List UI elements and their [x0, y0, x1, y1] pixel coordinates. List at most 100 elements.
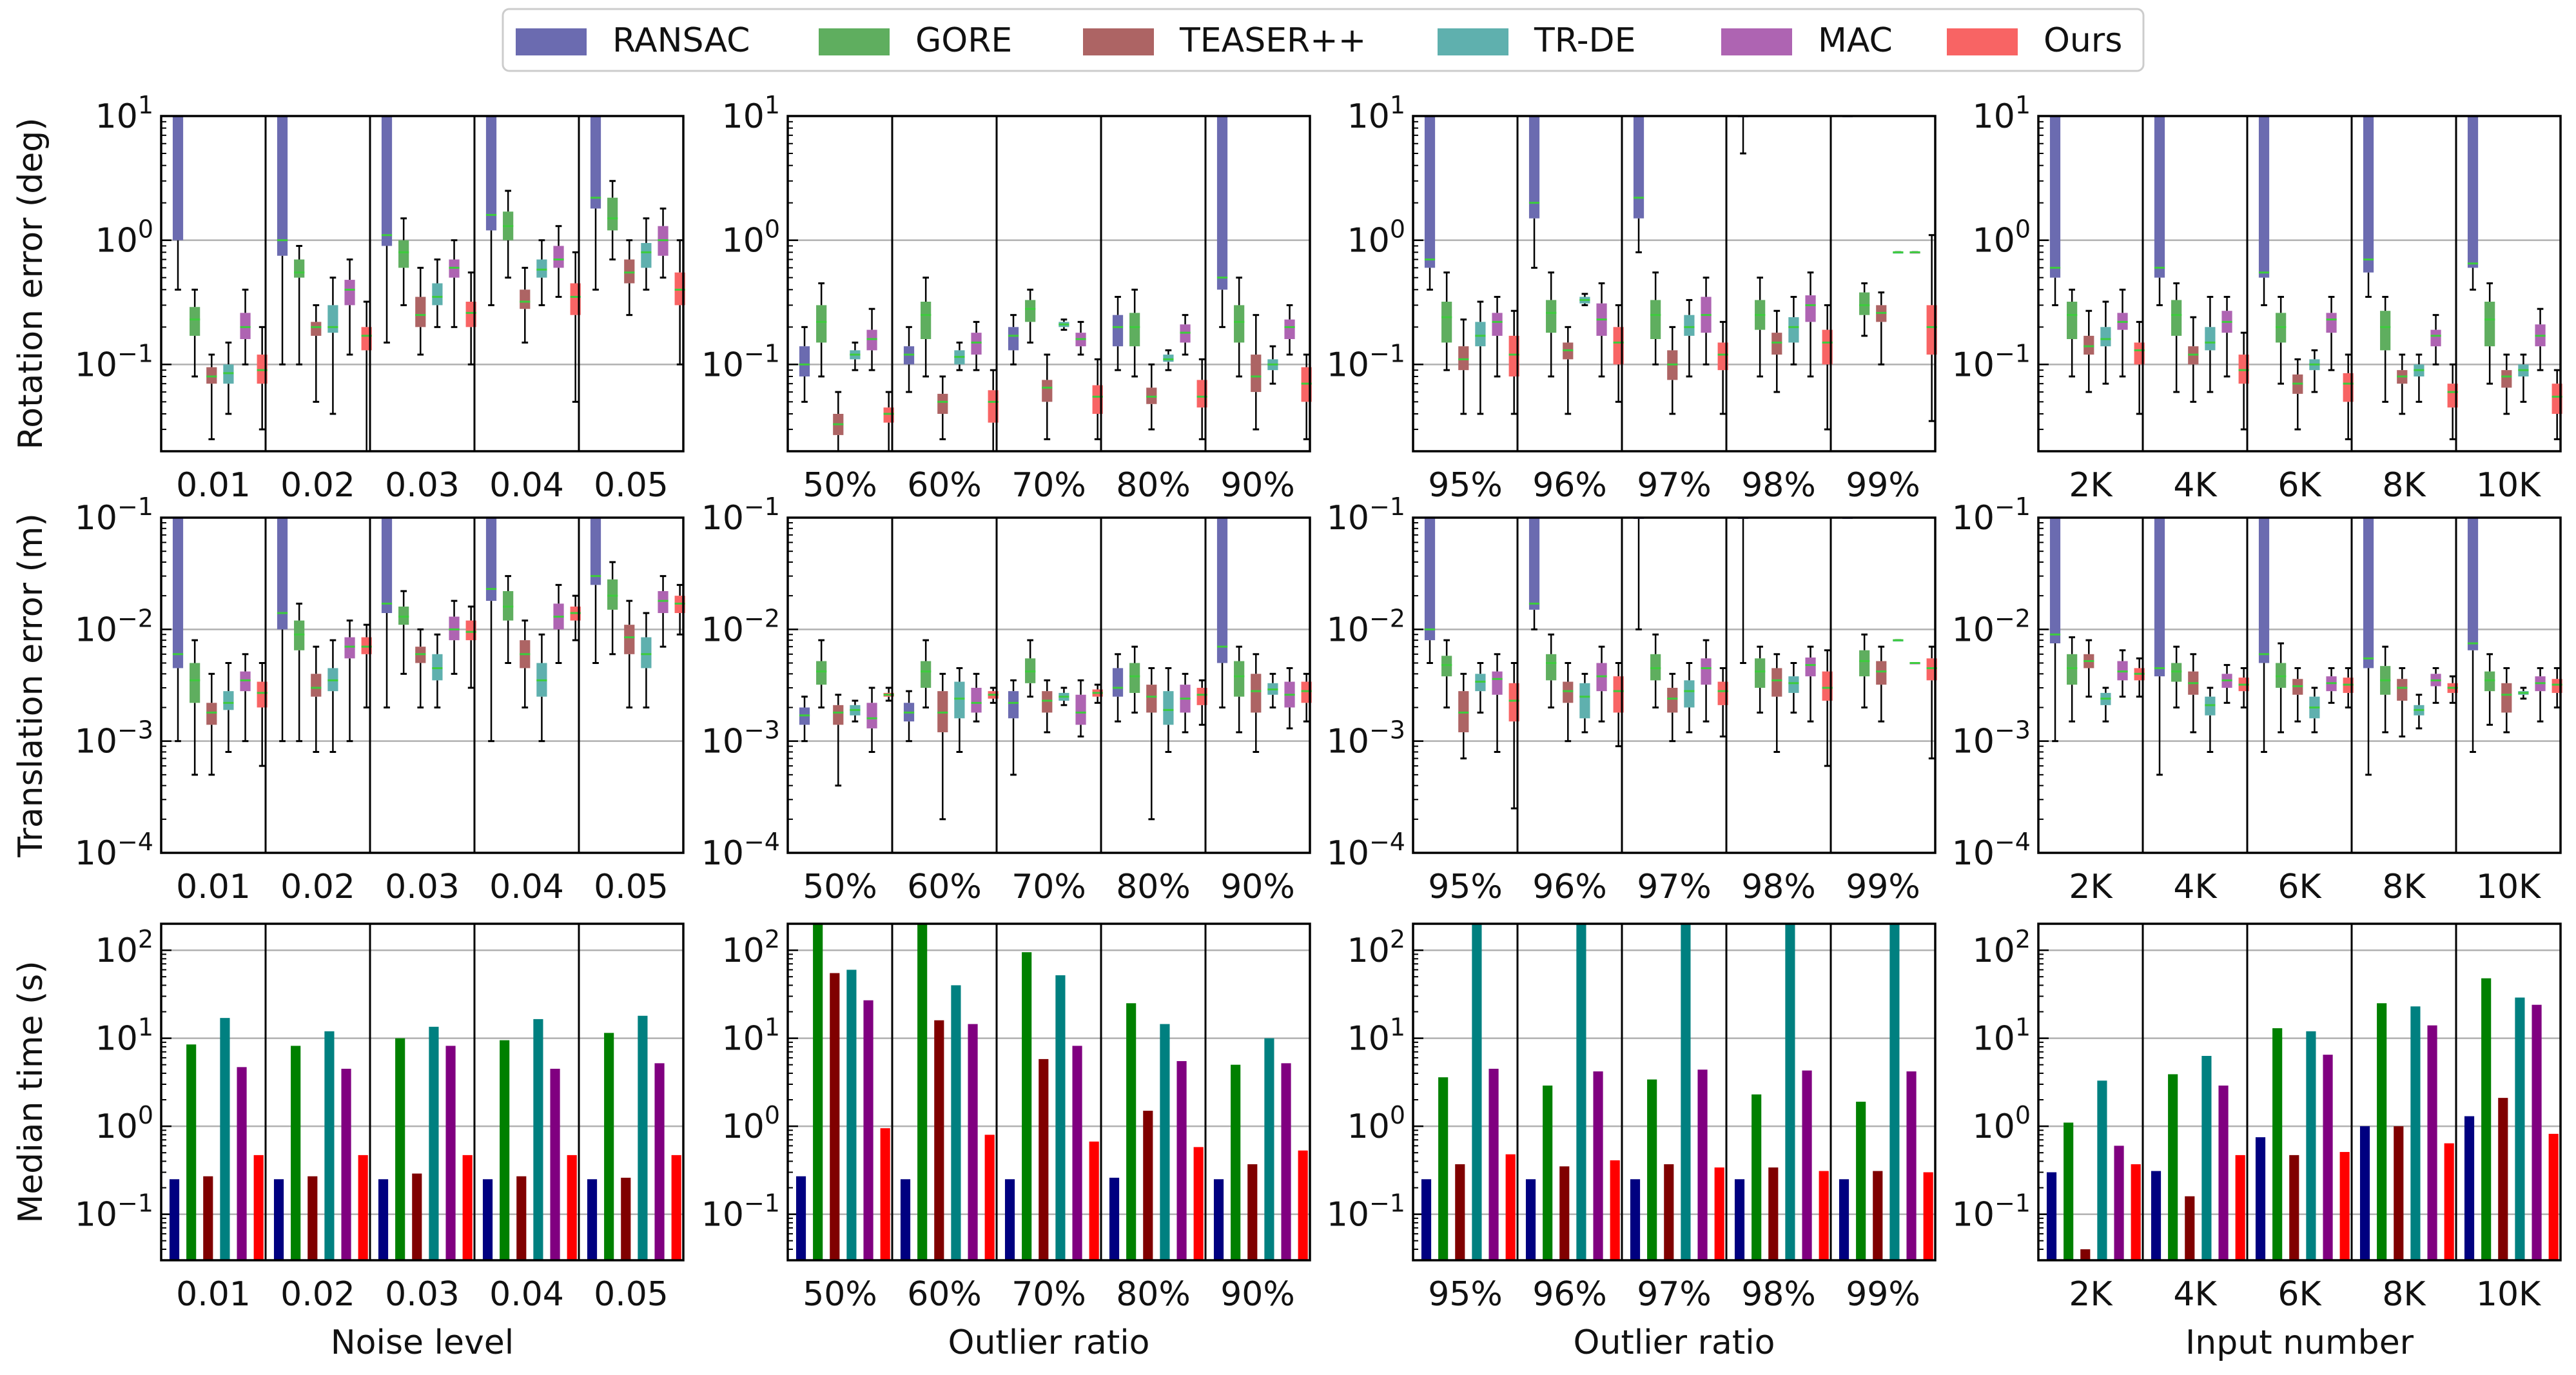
x-tick-label: 99% [1846, 1275, 1920, 1314]
bar-MAC [2114, 1146, 2124, 1260]
y-tick-label: 102 [1973, 925, 2031, 970]
box-TEASER++ [2397, 679, 2408, 701]
x-tick-label: 8K [2382, 466, 2426, 505]
x-tick-label: 98% [1741, 466, 1816, 505]
y-tick-label: 10−1 [1327, 339, 1405, 384]
box-GORE [1025, 300, 1036, 322]
bar-TEASER++ [307, 1176, 318, 1260]
box-GORE [2171, 300, 2182, 336]
x-tick-label: 60% [907, 466, 982, 505]
bar-GORE [2377, 1003, 2387, 1260]
box-TEASER++ [1251, 355, 1262, 393]
x-tick-label: 60% [907, 868, 982, 906]
bar-Ours [358, 1155, 368, 1260]
bar-TEASER++ [1247, 1164, 1258, 1260]
bar-RANSAC [169, 1179, 180, 1260]
bar-Ours [2548, 1133, 2559, 1260]
x-tick-label: 97% [1637, 466, 1712, 505]
box-GORE [1441, 302, 1452, 343]
bar-RANSAC [2255, 1137, 2266, 1260]
x-tick-label: 80% [1116, 868, 1191, 906]
box-GORE [294, 259, 305, 278]
box-TR-DE [1475, 322, 1486, 347]
x-tick-label: 95% [1428, 466, 1503, 505]
y-tick-label: 10−1 [75, 492, 153, 538]
bar-TEASER++ [2498, 1098, 2508, 1260]
box-RANSAC [2258, 116, 2270, 278]
bar-RANSAC [2464, 1116, 2475, 1260]
box-RANSAC [381, 116, 393, 246]
bar-GORE [291, 1046, 301, 1260]
y-tick-label: 10−1 [1952, 492, 2031, 538]
box-TEASER++ [624, 625, 635, 654]
bar-Ours [671, 1155, 681, 1260]
box-MAC [2326, 313, 2337, 333]
bar-TR-DE [1472, 924, 1482, 1260]
box-TEASER++ [1458, 346, 1469, 371]
bar-TR-DE [951, 985, 961, 1260]
axes-frame [786, 922, 1311, 1262]
bar-TEASER++ [1143, 1111, 1153, 1260]
x-tick-label: 95% [1428, 1275, 1503, 1314]
bar-GORE [1022, 952, 1032, 1260]
legend-label-5: Ours [2044, 21, 2122, 60]
y-tick-label: 101 [1973, 91, 2031, 136]
panel-translation-2: 10−4 10−3 10−2 10−1 95% 96% 97% 98% 99% [1327, 492, 1937, 906]
bar-GORE [395, 1038, 405, 1260]
box-RANSAC [172, 518, 184, 668]
box-GORE [607, 579, 618, 610]
y-tick-label: 101 [95, 91, 153, 136]
x-tick-label: 50% [803, 1275, 877, 1314]
box-TR-DE [1788, 676, 1799, 693]
bar-GORE [2064, 1122, 2074, 1260]
panel-time-1: 10−1 100 101 102 50% 60% 70% 80% 90% [701, 922, 1311, 1314]
box-RANSAC [1424, 518, 1436, 641]
bar-TR-DE [2097, 1080, 2107, 1260]
bar-RANSAC [1213, 1179, 1224, 1260]
box-MAC [1284, 319, 1295, 340]
bar-TR-DE [220, 1018, 230, 1260]
box-RANSAC [277, 518, 288, 630]
box-TEASER++ [311, 674, 322, 697]
x-tick-label: 98% [1741, 1275, 1816, 1314]
y-tick-label: 101 [1347, 1013, 1405, 1058]
bar-TEASER++ [830, 973, 840, 1260]
box-RANSAC [172, 116, 184, 240]
box-RANSAC [2467, 116, 2479, 268]
y-tick-label: 101 [722, 1013, 780, 1058]
box-GORE [1441, 656, 1452, 677]
legend-label-0: RANSAC [612, 21, 750, 60]
y-tick-label: 101 [722, 91, 780, 136]
bar-Ours [567, 1155, 577, 1260]
y-tick-label: 10−1 [1327, 492, 1405, 538]
axes-frame [160, 922, 685, 1262]
bar-MAC [2323, 1055, 2333, 1260]
box-TEASER++ [2083, 335, 2094, 355]
x-tick-label: 97% [1637, 868, 1712, 906]
bar-TR-DE [533, 1019, 543, 1260]
box-RANSAC [277, 116, 288, 256]
box-GORE [1650, 300, 1661, 340]
legend: RANSAC GORE TEASER++ TR-DE MAC Ours [502, 8, 2145, 72]
x-tick-label: 2K [2069, 466, 2113, 505]
y-tick-label: 101 [95, 1013, 153, 1058]
bar-MAC [445, 1046, 456, 1260]
box-GORE [190, 663, 200, 703]
box-GORE [1755, 658, 1766, 688]
y-axis-label-2: Median time (s) [12, 961, 50, 1223]
bar-MAC [1906, 1071, 1917, 1260]
x-tick-label: 50% [803, 868, 877, 906]
box-TR-DE [1579, 683, 1590, 719]
x-tick-label: 0.02 [280, 868, 355, 906]
bar-Ours [462, 1155, 473, 1260]
bar-Ours [1298, 1150, 1308, 1260]
box-MAC [971, 333, 982, 355]
y-tick-label: 10−2 [1952, 604, 2031, 649]
bar-TR-DE [1889, 924, 1900, 1260]
x-tick-label: 60% [907, 1275, 982, 1314]
bar-MAC [550, 1068, 560, 1260]
box-MAC [1075, 694, 1086, 725]
bar-Ours [2235, 1155, 2245, 1260]
x-tick-label: 8K [2382, 1275, 2426, 1314]
